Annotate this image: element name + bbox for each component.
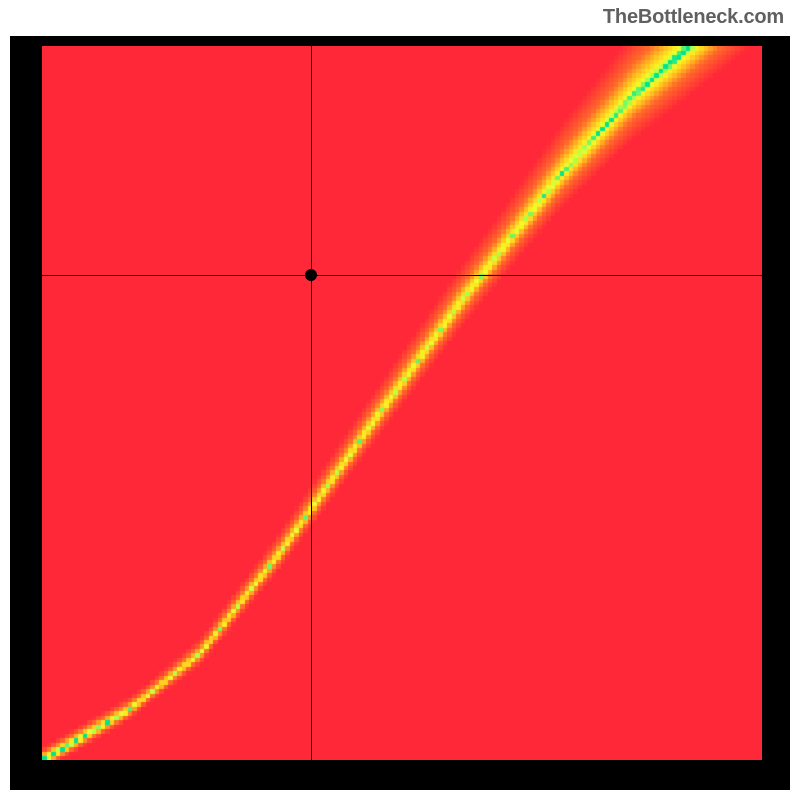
crosshair-marker-dot [305,269,317,281]
attribution-text: TheBottleneck.com [603,6,784,29]
crosshair-vertical [311,46,312,760]
crosshair-horizontal [42,275,762,276]
plot-area [10,36,790,790]
bottleneck-heatmap [42,46,762,760]
